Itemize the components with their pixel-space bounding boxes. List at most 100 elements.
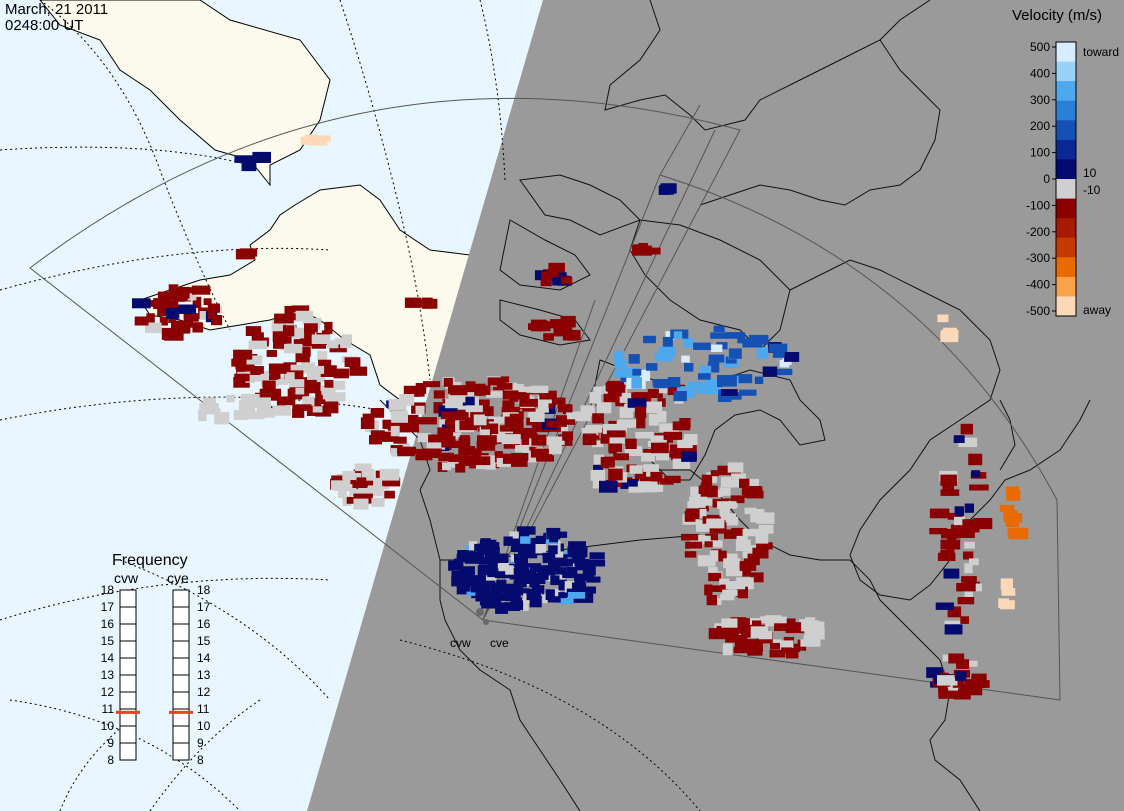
radar-cell [620,479,640,489]
radar-cell [634,406,647,418]
radar-cell [708,585,728,592]
radar-cell [301,362,316,371]
radar-cell [636,417,646,429]
radar-cell [961,576,977,583]
radar-cell [445,381,462,389]
radar-cell [539,565,548,577]
radar-cell [600,456,615,468]
radar-cell [762,366,778,377]
radar-cell [490,547,500,558]
radar-cell [737,332,746,344]
frequency-scale-label-left: 13 [101,668,115,682]
legend-ticks: 500 400 300 200 100 0 -100 -200 -300 -400 -500 [1026,40,1056,318]
legend-color-step [1056,296,1076,317]
radar-cell [548,262,565,273]
radar-cell [944,624,963,635]
radar-cell [710,470,720,477]
radar-cell [960,423,973,435]
radar-cell [970,680,990,688]
radar-cell [589,392,602,404]
radar-cell [624,446,642,456]
radar-cell [964,541,975,549]
radar-cell [587,425,603,433]
radar-cell [529,411,545,422]
radar-cell [556,415,567,427]
radar-cell [971,470,981,478]
radar-cell [648,413,659,426]
radar-cell [240,393,256,404]
frequency-scale-label-left: 14 [101,651,115,665]
radar-cell [634,392,650,401]
frequency-scale-label-right: 17 [197,600,211,614]
radar-cell [522,451,539,463]
station-label-cve: cve [490,636,509,650]
radar-cell [719,506,730,517]
radar-cell [964,503,974,513]
radar-cell [245,371,255,383]
radar-cell [708,628,727,640]
radar-cell [485,555,499,564]
radar-cell [161,327,173,340]
radar-cell [399,414,419,425]
radar-cell [233,410,248,420]
radar-cell [660,478,674,485]
radar-cell [269,372,281,380]
radar-cell [608,468,623,481]
radar-cell [940,474,957,486]
radar-cell [690,486,701,498]
radar-cell [312,135,331,142]
radar-cell [198,409,207,422]
radar-cell [567,546,588,558]
frequency-panel: Frequency cvw cve 8 8 9 9 10 10 11 11 12 12 13 13 14… [101,552,211,767]
radar-cell [484,545,495,557]
radar-cell [502,400,515,408]
radar-cell [696,520,710,532]
radar-cell [295,352,310,363]
radar-cell [420,451,440,458]
radar-cell [940,539,961,550]
radar-cell [513,580,524,591]
radar-cell [741,486,762,495]
radar-cell [536,455,554,462]
radar-site-marker [483,619,489,625]
radar-cell [268,363,287,374]
radar-cell [235,357,255,370]
radar-cell [706,518,725,529]
radar-cell [938,688,949,697]
radar-cell [643,395,652,406]
legend-tick-label: 100 [1030,146,1050,160]
radar-cell [653,379,669,389]
radar-cell [326,340,339,349]
legend-color-step [1056,198,1076,219]
radar-cell [727,462,744,473]
radar-cell [271,319,284,332]
radar-cell [722,589,738,597]
radar-cell [322,390,336,400]
radar-cell [159,316,168,326]
radar-cell [672,421,691,431]
radar-cell [698,485,717,494]
radar-cell [667,377,681,388]
radar-cell [774,368,793,376]
radar-cell [284,372,295,382]
frequency-scale-label-right: 9 [197,736,204,750]
radar-cell [491,589,503,601]
radar-cell [476,441,496,451]
radar-cell [717,394,732,402]
radar-cell [535,535,544,545]
radar-cell [713,325,725,333]
radar-cell [371,497,385,507]
radar-cell [320,365,337,377]
radar-cell [519,398,538,407]
radar-cell [327,392,346,402]
radar-cell [366,469,375,481]
radar-cell [953,688,971,700]
radar-cell [684,511,696,522]
sunlit-land [39,0,506,401]
radar-cell [661,450,679,458]
radar-cell [291,305,310,313]
radar-cell [669,444,679,453]
radar-cell [418,417,437,425]
radar-cell [511,457,528,467]
radar-cell [673,331,683,339]
